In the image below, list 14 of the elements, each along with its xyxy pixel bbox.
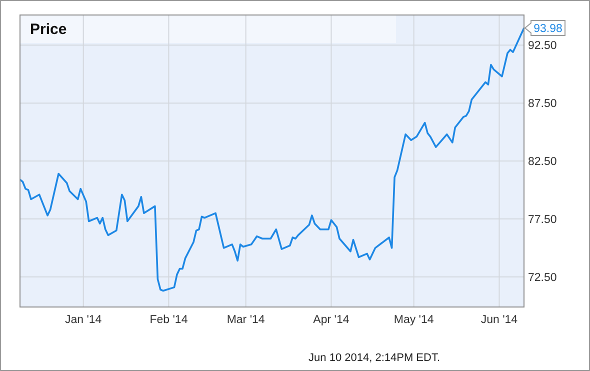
data-label: 93.98: [534, 22, 562, 35]
y-tick-label: 72.50: [528, 272, 557, 284]
y-tick-label: 87.50: [528, 98, 557, 110]
x-tick-label: Feb '14: [150, 314, 188, 326]
text: Jun 10 2014, 2:14PM EDT.: [308, 352, 440, 364]
x-tick-label: Apr '14: [313, 314, 350, 326]
chart-title: Price: [30, 21, 67, 38]
x-tick-label: May '14: [394, 314, 434, 326]
y-tick-label: 82.50: [528, 156, 557, 168]
x-tick-label: Jun '14: [480, 314, 518, 326]
y-tick-label: 77.50: [528, 214, 557, 226]
x-tick-label: Jan '14: [64, 314, 102, 326]
x-tick-label: Mar '14: [226, 314, 266, 326]
y-tick-label: 92.50: [528, 40, 557, 52]
